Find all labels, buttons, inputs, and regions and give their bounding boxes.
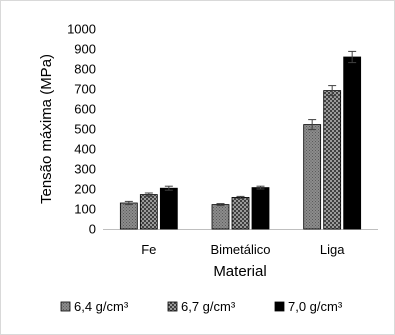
bar xyxy=(303,124,322,230)
x-axis-title: Material xyxy=(213,263,266,280)
bars xyxy=(119,50,362,230)
x-tick-label: Fe xyxy=(141,242,156,257)
bar xyxy=(159,187,178,230)
bar xyxy=(231,196,250,230)
legend-label: 6,4 g/cm³ xyxy=(74,299,129,314)
y-tick-label: 500 xyxy=(74,122,96,137)
bar xyxy=(119,202,138,230)
y-tick-label: 900 xyxy=(74,42,96,57)
y-tick-label: 800 xyxy=(74,62,96,77)
x-axis: Fe Bimetálico Liga xyxy=(103,229,378,257)
y-tick-label: 100 xyxy=(74,202,96,217)
y-tick-label: 600 xyxy=(74,102,96,117)
legend-swatch xyxy=(60,301,71,312)
legend-label: 7,0 g/cm³ xyxy=(288,299,343,314)
bar xyxy=(251,187,270,230)
y-axis-title: Tensão máxima (MPa) xyxy=(38,54,55,204)
legend-swatch xyxy=(274,301,285,312)
y-tick-label: 300 xyxy=(74,162,96,177)
bar xyxy=(139,194,158,230)
legend-swatch xyxy=(167,301,178,312)
x-tick-label: Bimetálico xyxy=(211,242,271,257)
y-tick-label: 200 xyxy=(74,182,96,197)
legend: 6,4 g/cm³ 6,7 g/cm³ 7,0 g/cm³ xyxy=(60,299,343,314)
y-tick-label: 0 xyxy=(89,222,96,237)
y-tick-label: 1000 xyxy=(67,22,96,37)
bar xyxy=(343,56,362,230)
bar xyxy=(323,90,342,230)
y-axis: 0 100 200 300 400 500 600 700 800 900 1000 xyxy=(67,22,96,237)
y-tick-label: 400 xyxy=(74,142,96,157)
y-tick-label: 700 xyxy=(74,82,96,97)
bar xyxy=(211,204,230,230)
x-tick-label: Liga xyxy=(320,242,345,257)
legend-label: 6,7 g/cm³ xyxy=(181,299,236,314)
